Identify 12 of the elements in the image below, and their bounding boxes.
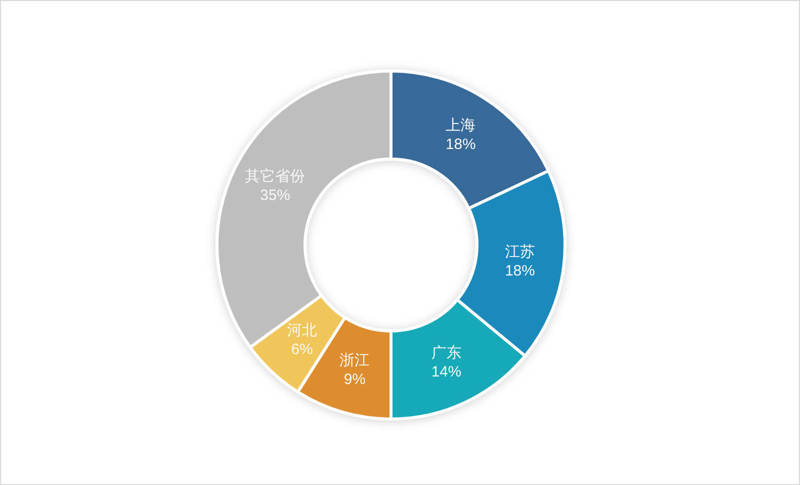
slice-label: 江苏 bbox=[504, 243, 535, 260]
slice-label: 上海 bbox=[446, 117, 476, 134]
slice-label: 其它省份 bbox=[245, 168, 306, 185]
slice-label: 河北 bbox=[287, 322, 318, 339]
data-label: 18% bbox=[504, 262, 535, 280]
data-label: 6% bbox=[291, 340, 313, 358]
data-label: 14% bbox=[431, 364, 462, 381]
slice-label: 广东 bbox=[431, 344, 462, 362]
data-label: 9% bbox=[344, 370, 366, 388]
slice-label: 浙江 bbox=[340, 352, 370, 369]
data-label: 35% bbox=[260, 186, 290, 204]
data-label: 18% bbox=[446, 136, 476, 154]
